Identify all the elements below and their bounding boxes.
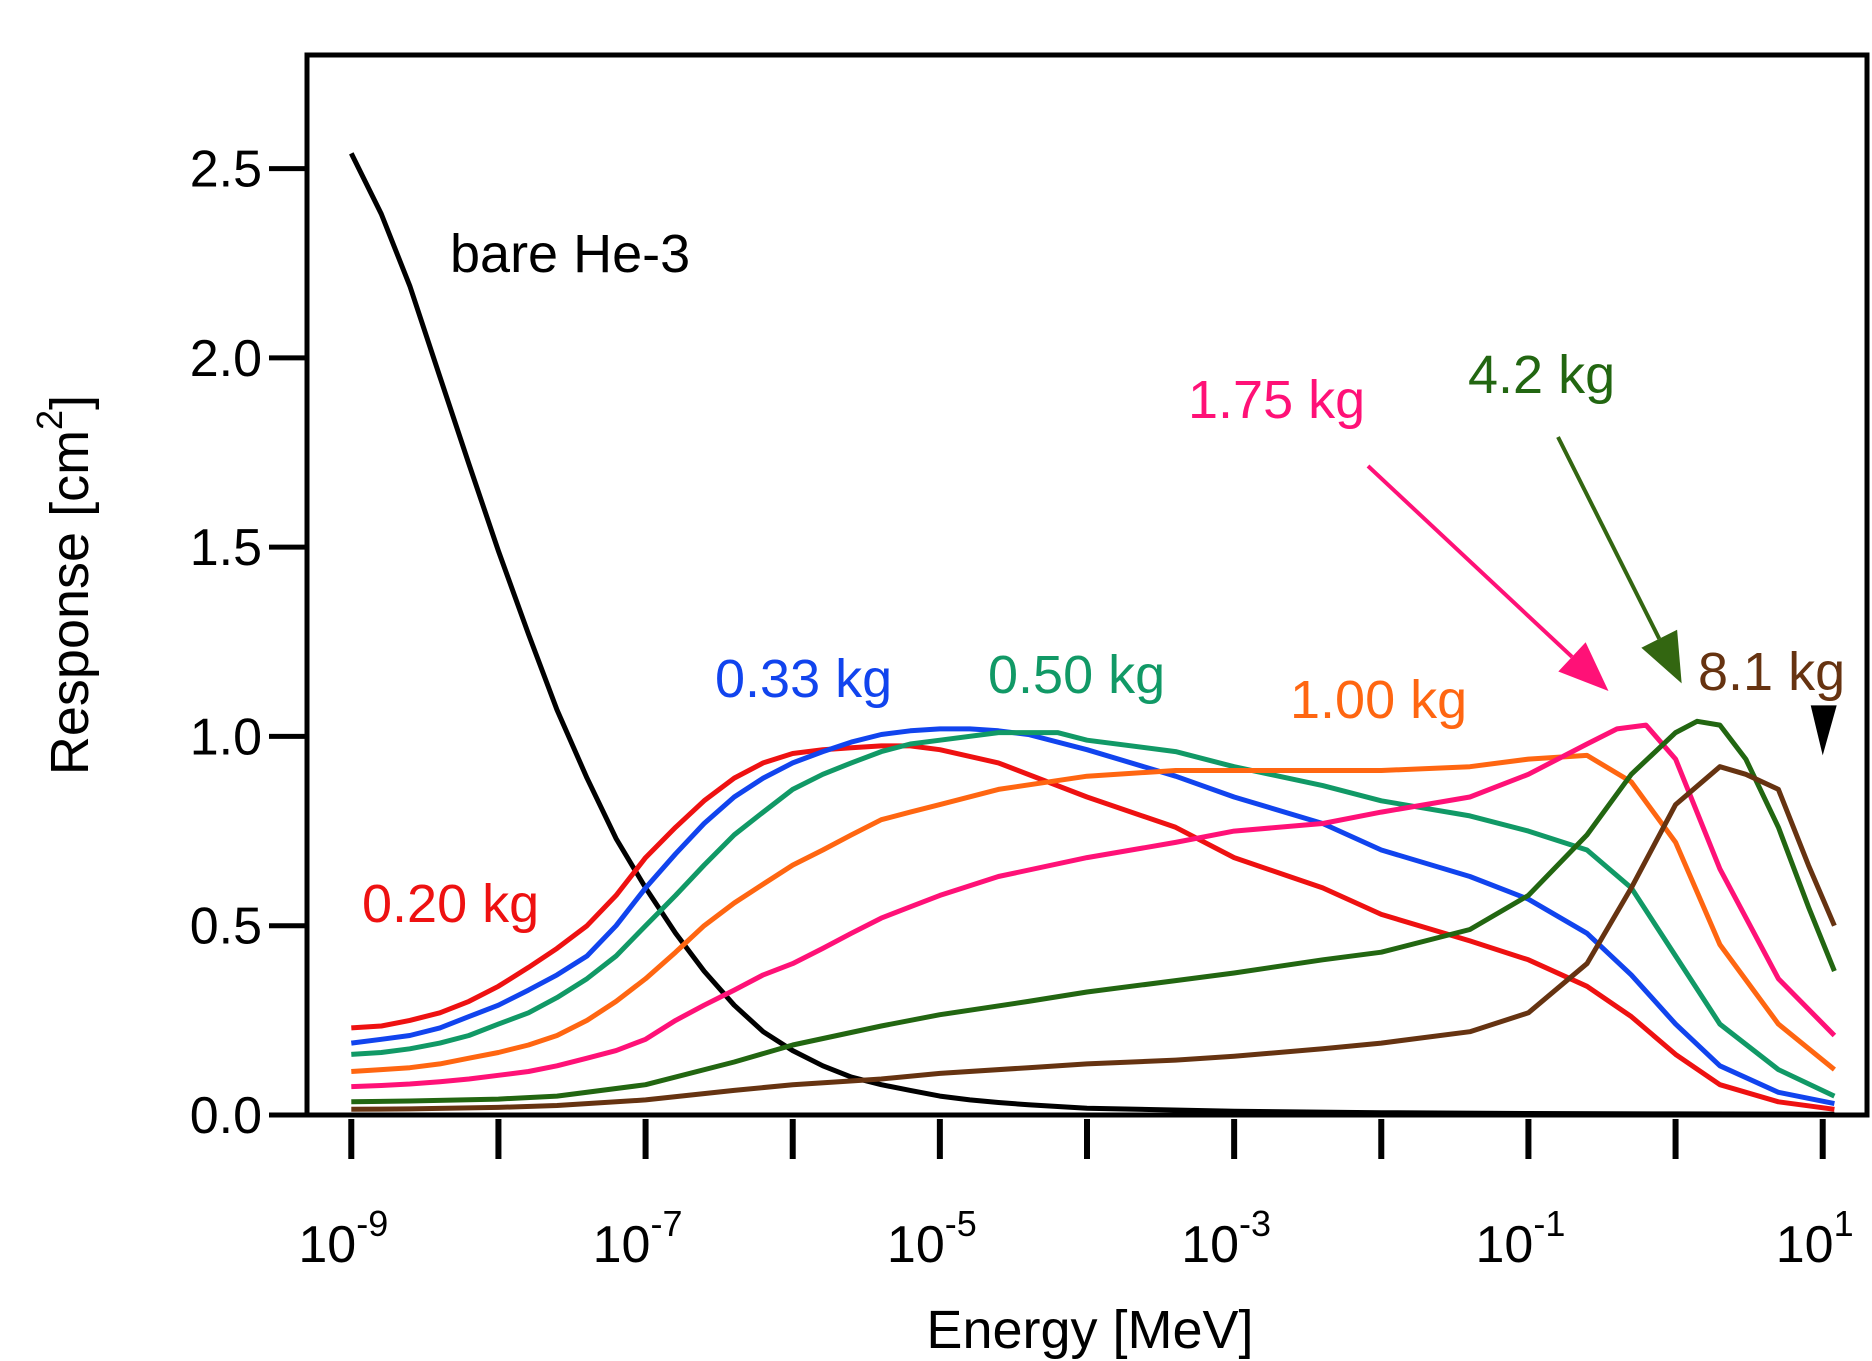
series-line-4-2-kg bbox=[351, 718, 1837, 1105]
y-axis-tick-labels: 0.0 0.5 1.0 1.5 2.0 2.5 bbox=[190, 141, 262, 1145]
x-tick-label-base: 10 bbox=[1475, 1216, 1533, 1274]
y-axis-label-sup: 2 bbox=[29, 410, 70, 430]
x-tick-label: 10-5 bbox=[887, 1203, 977, 1274]
x-tick-label-base: 10 bbox=[1776, 1216, 1834, 1274]
y-axis-ticks bbox=[269, 166, 307, 1118]
series-line-0-33-kg bbox=[350, 726, 1835, 1107]
x-tick-label-exp: -3 bbox=[1239, 1203, 1271, 1244]
series-line-bare-he-3 bbox=[349, 152, 1835, 1117]
x-tick-label: 101 bbox=[1776, 1203, 1854, 1274]
arrow-4-2-kg-shaft bbox=[1556, 436, 1662, 640]
arrow-layer bbox=[1366, 436, 1837, 756]
y-tick-label: 2.5 bbox=[190, 141, 262, 199]
y-tick-label: 2.0 bbox=[190, 330, 262, 388]
x-tick-label: 10-7 bbox=[593, 1203, 683, 1274]
annotation-8-1-kg: 8.1 kg bbox=[1698, 642, 1845, 702]
series-line-0-20-kg bbox=[351, 743, 1835, 1112]
y-tick-label: 0.0 bbox=[190, 1087, 262, 1145]
x-tick-label-exp: -7 bbox=[650, 1203, 682, 1244]
annotation-layer: bare He-3 0.20 kg 0.33 kg 0.50 kg 1.00 kg 1.7… bbox=[362, 224, 1845, 934]
arrow-4-2-kg-head bbox=[1641, 629, 1682, 684]
x-tick-label-base: 10 bbox=[887, 1216, 945, 1274]
y-axis-label: Response [cm2] bbox=[29, 395, 100, 775]
annotation-4-2-kg: 4.2 kg bbox=[1468, 345, 1615, 405]
arrow-1-75-kg-shaft bbox=[1366, 464, 1574, 659]
plot-frame bbox=[304, 52, 1870, 1118]
annotation-0-33-kg: 0.33 kg bbox=[715, 649, 892, 709]
x-axis-label: Energy [MeV] bbox=[926, 1300, 1253, 1360]
y-tick-label: 1.0 bbox=[190, 708, 262, 766]
x-tick-label-exp: 1 bbox=[1834, 1203, 1854, 1244]
x-axis-ticks bbox=[348, 1119, 1826, 1159]
x-tick-label-exp: -1 bbox=[1533, 1203, 1565, 1244]
y-tick-label: 1.5 bbox=[190, 519, 262, 577]
annotation-0-50-kg: 0.50 kg bbox=[988, 645, 1165, 705]
x-tick-label-base: 10 bbox=[1181, 1216, 1239, 1274]
annotation-1-00-kg: 1.00 kg bbox=[1290, 670, 1467, 730]
y-tick-label: 0.5 bbox=[190, 898, 262, 956]
x-tick-label: 10-1 bbox=[1475, 1203, 1565, 1274]
x-tick-label-base: 10 bbox=[593, 1216, 651, 1274]
arrow-1-75-kg-head bbox=[1558, 642, 1609, 691]
annotation-bare-he-3: bare He-3 bbox=[450, 224, 690, 284]
series-line-0-50-kg bbox=[351, 730, 1836, 1099]
arrow-8-1-kg-head bbox=[1810, 705, 1837, 756]
x-tick-label-exp: -9 bbox=[356, 1203, 388, 1244]
y-axis-label-close: ] bbox=[40, 395, 100, 410]
x-tick-label: 10-3 bbox=[1181, 1203, 1271, 1274]
annotation-1-75-kg: 1.75 kg bbox=[1188, 370, 1365, 430]
x-tick-label: 10-9 bbox=[298, 1203, 388, 1274]
y-axis-label-main: Response [cm bbox=[40, 430, 100, 775]
series-layer bbox=[349, 152, 1837, 1117]
series-line-1-00-kg bbox=[351, 752, 1836, 1074]
x-tick-label-exp: -5 bbox=[945, 1203, 977, 1244]
series-line-8-1-kg bbox=[351, 764, 1837, 1112]
x-axis-tick-labels: 10-9 10-7 10-5 10-3 10-1 101 bbox=[298, 1203, 1853, 1274]
annotation-0-20-kg: 0.20 kg bbox=[362, 874, 539, 934]
series-line-1-75-kg bbox=[351, 722, 1837, 1090]
x-tick-label-base: 10 bbox=[298, 1216, 356, 1274]
